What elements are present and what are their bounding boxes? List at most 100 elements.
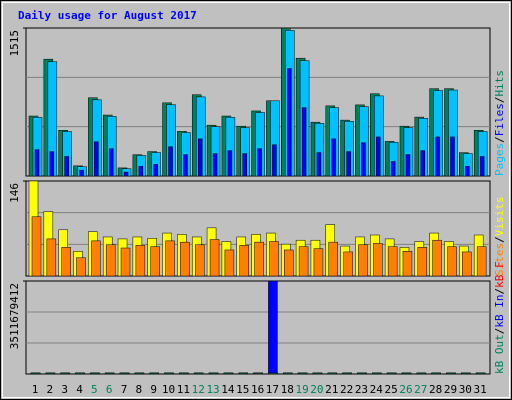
bar [193, 372, 204, 375]
bar [34, 149, 40, 177]
bar [149, 372, 159, 375]
bar [239, 245, 249, 277]
bar [150, 246, 160, 277]
x-tick-label: 22 [340, 383, 353, 396]
x-tick-label: 23 [355, 383, 368, 396]
bar [450, 136, 455, 177]
legend-separator: / [493, 97, 506, 104]
chart-title: Daily usage for August 2017 [18, 9, 197, 22]
bar [301, 107, 307, 177]
bar [104, 372, 115, 375]
legend-separator: / [493, 328, 506, 335]
bar [269, 241, 279, 277]
bar [238, 372, 248, 375]
legend-separator: / [493, 236, 506, 243]
bar [209, 239, 220, 277]
x-tick-label: 9 [150, 383, 157, 396]
legend-entry: Files [493, 103, 506, 136]
bar [123, 171, 129, 177]
bar [328, 241, 339, 277]
bar [135, 245, 146, 277]
x-tick-label: 18 [281, 383, 294, 396]
bar [194, 244, 205, 277]
bar [435, 136, 440, 177]
legend: Sites/Visits [493, 197, 506, 277]
bar [462, 251, 472, 277]
x-tick-label: 12 [192, 383, 205, 396]
bar [61, 247, 71, 277]
legend-separator: / [493, 136, 506, 143]
x-tick-label: 2 [47, 383, 54, 396]
bar [401, 372, 412, 375]
bar [316, 152, 322, 177]
bar [465, 165, 470, 177]
bar [387, 246, 398, 277]
bar [257, 148, 262, 177]
bar [46, 238, 57, 277]
bar [268, 372, 278, 375]
bar [327, 372, 338, 375]
bar [31, 216, 42, 277]
bar [331, 138, 337, 177]
bar [45, 372, 56, 375]
bar [224, 249, 235, 277]
x-tick-label: 6 [106, 383, 113, 396]
bar [358, 244, 368, 277]
x-tick-label: 29 [444, 383, 457, 396]
bar [119, 372, 130, 375]
bar [417, 247, 428, 277]
bar [164, 372, 174, 375]
x-tick-label: 10 [162, 383, 175, 396]
bar [223, 372, 234, 375]
bar [134, 372, 145, 375]
bar [254, 241, 264, 277]
bar [153, 164, 158, 177]
x-tick-label: 15 [236, 383, 249, 396]
bar [180, 241, 190, 277]
bar [60, 372, 70, 375]
bar [357, 372, 367, 375]
x-tick-label: 19 [295, 383, 308, 396]
x-tick-label: 26 [399, 383, 412, 396]
bar [431, 372, 441, 375]
x-tick-label: 14 [221, 383, 235, 396]
bar [242, 153, 247, 177]
bar [405, 154, 411, 177]
bar [227, 150, 233, 177]
bar [183, 154, 188, 177]
bar [373, 243, 383, 277]
x-tick-label: 20 [310, 383, 323, 396]
bar [376, 136, 381, 177]
x-tick-label: 8 [136, 383, 143, 396]
bar [361, 142, 366, 177]
x-tick-label: 27 [414, 383, 427, 396]
bar [108, 148, 114, 177]
bar [30, 372, 41, 375]
legend-separator: / [493, 288, 506, 295]
bar [64, 156, 69, 177]
bar [298, 246, 309, 277]
bar [312, 372, 323, 375]
bar [476, 246, 487, 277]
x-tick-label: 28 [429, 383, 442, 396]
bar [372, 372, 382, 375]
bar [76, 257, 86, 277]
bar [49, 151, 55, 177]
x-tick-label: 24 [370, 383, 384, 396]
y-max-label: 3511679412 [8, 283, 21, 349]
legend-entry: Pages [493, 143, 506, 176]
x-tick-label: 31 [474, 383, 487, 396]
x-tick-label: 25 [385, 383, 398, 396]
bar [475, 372, 486, 375]
bar [447, 246, 457, 277]
bar [168, 146, 173, 177]
bar [91, 240, 101, 277]
x-tick-label: 11 [177, 383, 190, 396]
x-tick-label: 3 [61, 383, 68, 396]
x-tick-label: 16 [251, 383, 264, 396]
legend: kB Out/kB In/kB F [493, 261, 506, 374]
bar [420, 150, 426, 177]
y-max-label: 1515 [8, 30, 21, 57]
bar [313, 248, 324, 277]
